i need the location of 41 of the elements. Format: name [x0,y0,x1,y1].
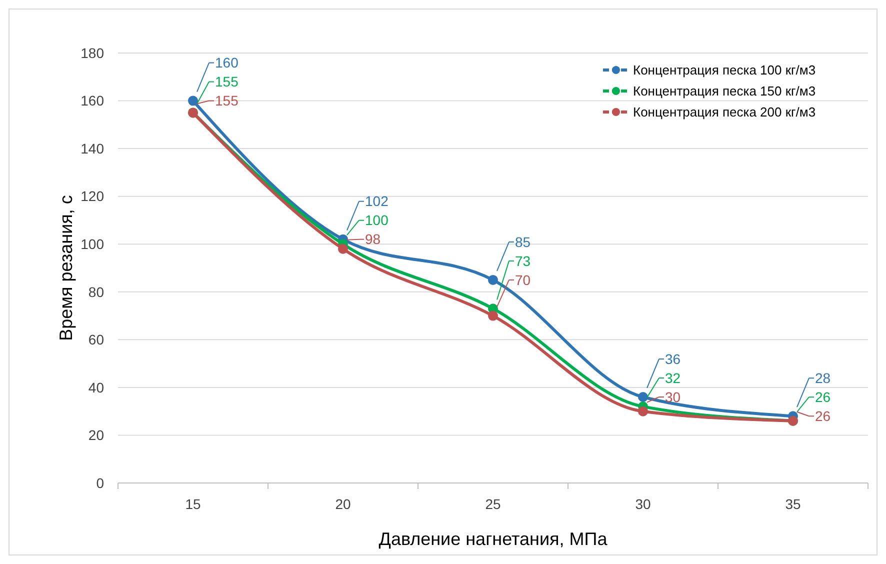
data-label: 26 [815,389,831,406]
y-tick-label: 80 [88,284,104,300]
data-label: 26 [815,408,831,424]
data-label: 98 [365,231,381,248]
y-tick-label: 40 [88,379,104,396]
point [638,406,648,416]
data-label: 70 [515,272,531,288]
y-tick-label: 0 [96,474,104,491]
data-label: 36 [665,350,681,367]
data-label: 85 [515,234,531,250]
y-tick-label: 100 [80,236,104,252]
point [188,96,198,106]
point [488,274,498,285]
data-label: 32 [665,370,681,386]
x-tick-label: 30 [635,496,651,512]
x-tick-label: 15 [185,496,201,512]
point [488,310,498,321]
data-label: 100 [365,212,389,228]
x-tick-label: 20 [335,496,351,512]
y-tick-label: 60 [88,332,104,348]
data-label: 155 [215,92,239,109]
data-label: 73 [515,252,531,269]
x-axis-title: Давление нагнетания, МПа [378,529,608,549]
legend-label: Концентрация песка 150 кг/м3 [633,84,816,99]
data-label: 155 [215,74,239,90]
data-label: 28 [815,370,831,386]
x-tick-label: 35 [785,496,801,512]
legend-label: Концентрация песка 100 кг/м3 [633,62,816,78]
y-tick-label: 180 [80,44,104,61]
data-label: 102 [365,193,389,210]
data-label: 160 [215,54,239,71]
point [338,244,348,254]
y-tick-label: 140 [80,140,104,156]
y-tick-label: 20 [88,427,104,444]
data-label: 30 [665,388,681,405]
y-tick-label: 160 [80,92,104,109]
y-tick-label: 120 [80,188,104,204]
y-axis-title: Время резания, с [56,195,76,341]
legend-label: Концентрация песка 200 кг/м3 [633,104,816,120]
x-tick-label: 25 [485,496,501,512]
point [638,392,648,402]
